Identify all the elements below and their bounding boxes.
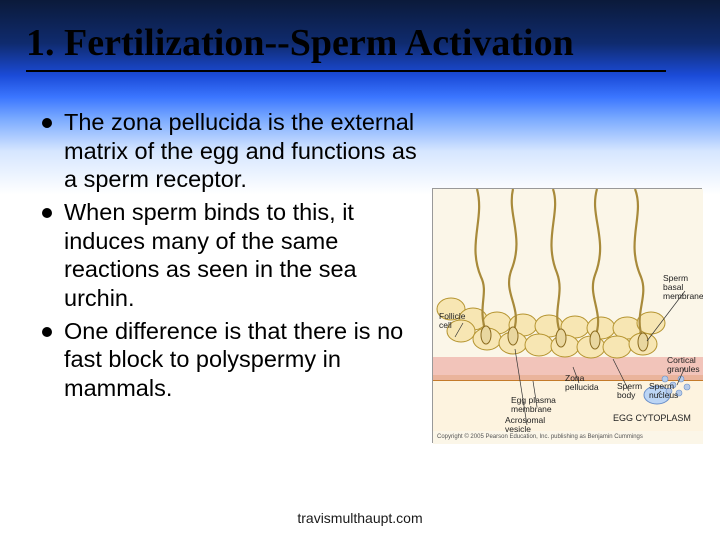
figure-label: pellucida [565, 382, 599, 392]
figure-label: body [617, 390, 636, 400]
diagram-svg: FolliclecellZonapellucidaEgg plasmamembr… [433, 189, 703, 444]
bullet-item: One difference is that there is no fast … [42, 317, 422, 403]
title-block: 1. Fertilization--Sperm Activation [26, 24, 700, 72]
figure-label: EGG CYTOPLASM [613, 413, 691, 423]
slide-title: 1. Fertilization--Sperm Activation [26, 24, 700, 64]
figure-label: cell [439, 320, 452, 330]
figure-label: membrane [511, 404, 552, 414]
diagram-figure: FolliclecellZonapellucidaEgg plasmamembr… [432, 188, 702, 443]
bullet-list: The zona pellucida is the external matri… [42, 108, 422, 403]
figure-label: granules [667, 364, 700, 374]
slide: 1. Fertilization--Sperm Activation The z… [0, 0, 720, 540]
figure-copyright: Copyright © 2005 Pearson Education, Inc.… [437, 434, 643, 440]
title-underline [26, 70, 666, 72]
footer-url: travismulthaupt.com [0, 510, 720, 526]
body-text: The zona pellucida is the external matri… [42, 108, 422, 407]
figure-label: membrane [663, 291, 703, 301]
figure-label: nucleus [649, 390, 678, 400]
bullet-item: When sperm binds to this, it induces man… [42, 198, 422, 313]
figure-label: vesicle [505, 424, 531, 434]
bullet-item: The zona pellucida is the external matri… [42, 108, 422, 194]
